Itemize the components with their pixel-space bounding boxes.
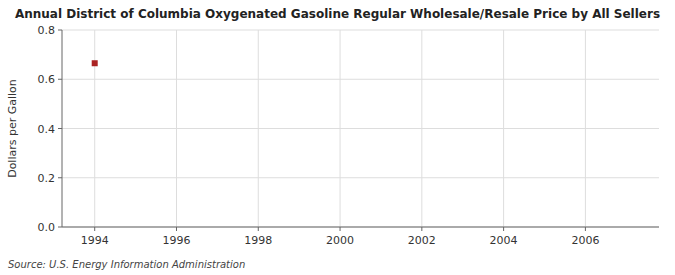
tick-mark — [58, 177, 62, 178]
tick-label: 0.4 — [38, 123, 56, 136]
y-axis-label: Dollars per Gallon — [6, 79, 19, 178]
tick-mark — [421, 227, 422, 231]
grid-line — [62, 177, 659, 178]
tick-label: 2002 — [408, 234, 436, 247]
grid-line — [94, 30, 95, 227]
tick-label: 1994 — [81, 234, 109, 247]
grid-line — [62, 227, 659, 228]
tick-label: 1996 — [162, 234, 190, 247]
tick-mark — [503, 227, 504, 231]
grid-line — [62, 128, 659, 129]
tick-mark — [94, 227, 95, 231]
tick-mark — [258, 227, 259, 231]
data — [92, 60, 98, 66]
tick-label: 1998 — [244, 234, 272, 247]
tick-mark — [585, 227, 586, 231]
chart: 0.0 0.2 0.4 0.6 0.8 1994 1996 1998 2000 2002 2004 2… — [0, 0, 675, 275]
tick-mark — [58, 30, 62, 31]
grid-line — [585, 30, 586, 227]
tick-label: 2004 — [490, 234, 518, 247]
source: Source: U.S. Energy Information Administ… — [8, 259, 245, 270]
title: Annual District of Columbia Oxygenated G… — [15, 7, 660, 21]
background — [0, 0, 675, 275]
x-axis-line — [62, 227, 659, 228]
grid-line — [258, 30, 259, 227]
point — [92, 60, 98, 66]
tick-mark — [340, 227, 341, 231]
grid-line — [503, 30, 504, 227]
tick-mark — [58, 227, 62, 228]
tick-label: 0.2 — [38, 172, 56, 185]
axes: 0.0 0.2 0.4 0.6 0.8 1994 1996 1998 2000 2002 2004 2… — [38, 24, 660, 247]
tick-label: 0.0 — [38, 221, 56, 234]
grid-line — [176, 30, 177, 227]
grid — [62, 30, 659, 227]
tick-label: 2006 — [571, 234, 599, 247]
y-axis-line — [62, 30, 63, 227]
grid-line — [421, 30, 422, 227]
tick-label: 0.8 — [38, 24, 56, 37]
tick-mark — [58, 79, 62, 80]
grid-line — [62, 30, 659, 31]
tick-label: 0.6 — [38, 73, 56, 86]
tick-label: 2000 — [326, 234, 354, 247]
tick-mark — [176, 227, 177, 231]
grid-line — [340, 30, 341, 227]
tick-mark — [58, 128, 62, 129]
grid-line — [62, 79, 659, 80]
